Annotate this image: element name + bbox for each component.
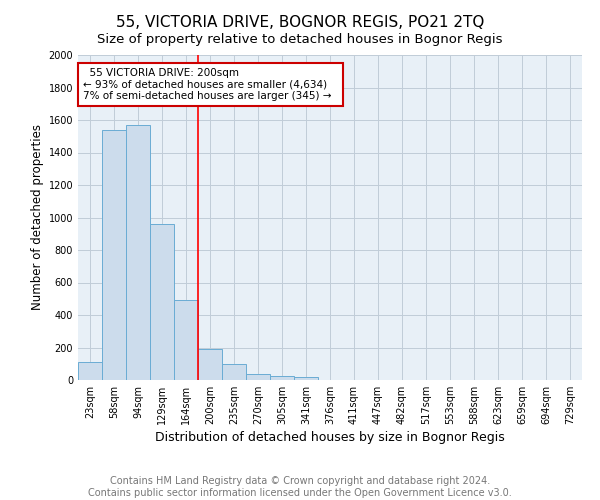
Bar (270, 376, 294, 380)
Text: 55, VICTORIA DRIVE, BOGNOR REGIS, PO21 2TQ: 55, VICTORIA DRIVE, BOGNOR REGIS, PO21 2… (116, 15, 484, 30)
Bar (294, 377, 318, 380)
Bar (246, 374, 270, 380)
Bar (198, 349, 222, 380)
Bar (174, 300, 198, 380)
Bar (78, 362, 102, 380)
Bar (102, 130, 126, 380)
X-axis label: Distribution of detached houses by size in Bognor Regis: Distribution of detached houses by size … (155, 431, 505, 444)
Text: Size of property relative to detached houses in Bognor Regis: Size of property relative to detached ho… (97, 32, 503, 46)
Y-axis label: Number of detached properties: Number of detached properties (31, 124, 44, 310)
Bar (222, 364, 246, 380)
Bar (126, 125, 150, 380)
Bar (150, 224, 174, 380)
Text: 55 VICTORIA DRIVE: 200sqm
← 93% of detached houses are smaller (4,634)
7% of sem: 55 VICTORIA DRIVE: 200sqm ← 93% of detac… (83, 68, 338, 101)
Text: Contains HM Land Registry data © Crown copyright and database right 2024.
Contai: Contains HM Land Registry data © Crown c… (88, 476, 512, 498)
